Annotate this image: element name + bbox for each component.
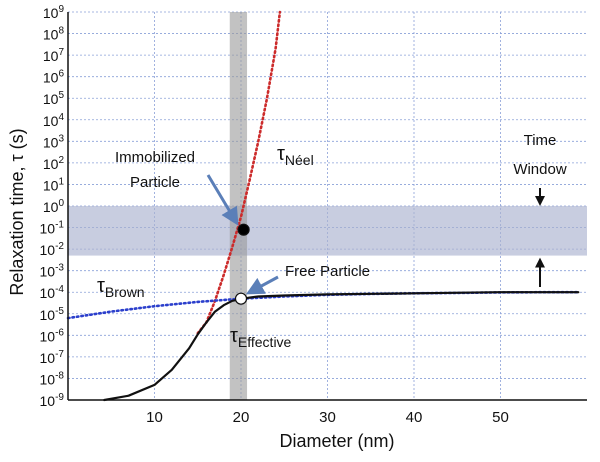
y-tick-exponent: 1 <box>58 176 64 187</box>
series-line-effective <box>103 291 580 402</box>
y-tick-label: 10-7 <box>40 349 65 366</box>
x-tick-label: 50 <box>492 409 509 426</box>
y-tick-label: 10-2 <box>40 241 65 258</box>
axes <box>67 12 587 401</box>
y-tick-exponent: 7 <box>58 47 64 58</box>
y-tick-label: 105 <box>43 90 65 107</box>
y-tick-exponent: 9 <box>58 4 64 15</box>
y-tick-exponent: 2 <box>58 155 64 166</box>
y-tick-exponent: 3 <box>58 133 64 144</box>
y-tick-base: 10 <box>40 393 56 409</box>
y-tick-exponent: -9 <box>55 392 64 403</box>
y-tick-base: 10 <box>43 91 59 107</box>
tau-neel-subscript: Néel <box>285 152 314 168</box>
y-tick-base: 10 <box>43 70 59 86</box>
y-tick-label: 104 <box>43 112 65 129</box>
tau-effective-subscript: Effective <box>238 334 292 350</box>
y-tick-label: 10-8 <box>40 370 65 387</box>
x-tick-label: 20 <box>233 409 250 426</box>
y-tick-base: 10 <box>43 134 59 150</box>
y-tick-base: 10 <box>40 350 56 366</box>
x-tick-label: 40 <box>406 409 423 426</box>
y-tick-base: 10 <box>40 285 56 301</box>
time-window-band <box>68 206 587 256</box>
tau-neel-label: τNéel <box>277 143 314 168</box>
y-tick-base: 10 <box>40 242 56 258</box>
y-tick-base: 10 <box>43 5 59 21</box>
series-line-nel <box>196 10 282 335</box>
y-tick-label: 10-6 <box>40 327 65 344</box>
x-tick-label: 10 <box>146 409 163 426</box>
x-tick-label: 30 <box>319 409 336 426</box>
x-tick-labels: 10 20 30 40 50 <box>146 409 509 426</box>
free-particle-label: Free Particle <box>285 263 370 280</box>
y-tick-label: 109 <box>43 4 65 21</box>
y-tick-base: 10 <box>43 113 59 129</box>
y-tick-base: 10 <box>40 221 56 237</box>
immobilized-arrow <box>206 174 239 226</box>
marker-freeparticle <box>234 292 248 305</box>
tau-neel-symbol: τ <box>277 143 285 165</box>
y-tick-exponent: -1 <box>55 220 64 231</box>
y-tick-base: 10 <box>40 328 56 344</box>
marker-immobilizedparticle <box>237 223 250 236</box>
time-window-label-line2: Window <box>513 161 567 178</box>
y-tick-base: 10 <box>40 307 56 323</box>
y-tick-label: 10-3 <box>40 263 65 280</box>
y-tick-exponent: -7 <box>55 349 64 360</box>
y-tick-label: 10-9 <box>40 392 65 409</box>
annotation-arrows <box>206 174 545 295</box>
y-tick-labels: 10-910-810-710-610-510-410-310-210-11001… <box>40 4 65 409</box>
tau-effective-label: τEffective <box>230 325 292 350</box>
tau-brown-symbol: τ <box>97 275 105 297</box>
immobilized-label-line1: Immobilized <box>115 149 195 166</box>
y-tick-base: 10 <box>40 371 56 387</box>
y-tick-base: 10 <box>43 156 59 172</box>
y-tick-label: 10-5 <box>40 306 65 323</box>
y-tick-base: 10 <box>43 48 59 64</box>
y-tick-exponent: 4 <box>58 112 64 123</box>
y-tick-exponent: 5 <box>58 90 64 101</box>
y-tick-exponent: 0 <box>58 198 64 209</box>
y-tick-base: 10 <box>43 177 59 193</box>
y-tick-exponent: -6 <box>55 327 64 338</box>
y-tick-label: 102 <box>43 155 65 172</box>
y-tick-exponent: -4 <box>55 284 64 295</box>
tau-effective-symbol: τ <box>230 325 238 347</box>
immobilized-label-line2: Particle <box>130 174 180 191</box>
y-tick-label: 103 <box>43 133 65 150</box>
y-tick-label: 106 <box>43 69 65 86</box>
y-tick-exponent: -2 <box>55 241 64 252</box>
x-axis-title: Diameter (nm) <box>279 431 394 451</box>
y-tick-label: 10-4 <box>40 284 65 301</box>
y-tick-exponent: -3 <box>55 263 64 274</box>
series-lines <box>66 10 580 402</box>
y-axis-title: Relaxation time, τ (s) <box>7 128 27 295</box>
y-tick-exponent: -8 <box>55 370 64 381</box>
tau-brown-subscript: Brown <box>105 284 145 300</box>
y-tick-exponent: -5 <box>55 306 64 317</box>
y-tick-label: 107 <box>43 47 65 64</box>
y-tick-label: 108 <box>43 26 65 43</box>
time-window-label-line1: Time <box>524 132 557 149</box>
tau-brown-label: τBrown <box>97 275 145 300</box>
y-tick-exponent: 8 <box>58 26 64 37</box>
highlight-regions <box>68 12 587 400</box>
y-tick-label: 100 <box>43 198 65 215</box>
y-tick-base: 10 <box>40 264 56 280</box>
point-markers <box>234 223 250 305</box>
y-tick-base: 10 <box>43 27 59 43</box>
free-particle-arrow <box>245 275 279 295</box>
y-tick-label: 10-1 <box>40 220 65 237</box>
y-tick-base: 10 <box>43 199 59 215</box>
y-tick-exponent: 6 <box>58 69 64 80</box>
y-tick-label: 101 <box>43 176 65 193</box>
